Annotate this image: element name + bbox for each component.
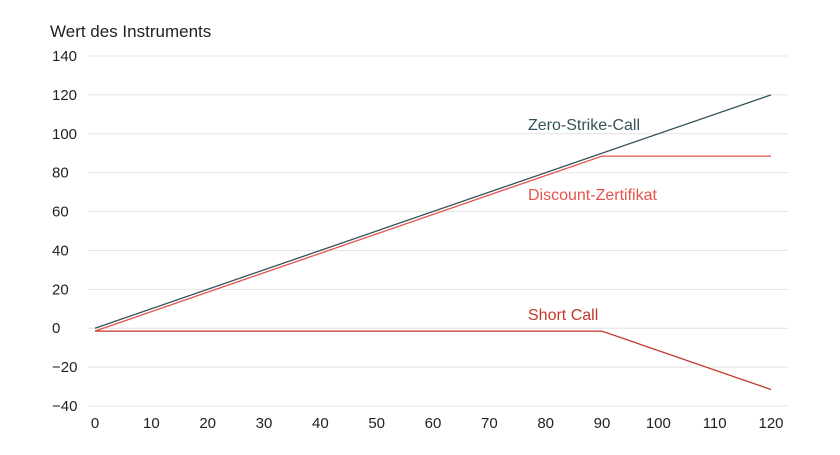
y-tick-label: 60 <box>52 204 69 221</box>
x-tick-label: 60 <box>425 415 442 432</box>
series-lines <box>94 94 772 391</box>
y-tick-label: 120 <box>52 87 77 104</box>
x-tick-label: 0 <box>91 415 99 432</box>
x-tick-label: 50 <box>368 415 385 432</box>
series-line-zero-strike-call <box>94 94 772 329</box>
series-label-discount-zertifikat: Discount-Zertifikat <box>528 187 657 204</box>
y-axis-ticks: 140 120 100 80 60 40 20 0 −20 −40 <box>52 48 77 415</box>
x-tick-label: 10 <box>143 415 160 432</box>
x-tick-label: 90 <box>594 415 611 432</box>
y-tick-label: 100 <box>52 126 77 143</box>
x-tick-label: 80 <box>537 415 554 432</box>
y-tick-label: −20 <box>52 359 77 376</box>
grid-lines <box>88 55 788 407</box>
x-tick-label: 20 <box>199 415 216 432</box>
y-tick-label: 140 <box>52 48 77 65</box>
series-label-short-call: Short Call <box>528 307 598 324</box>
x-tick-label: 70 <box>481 415 498 432</box>
y-axis-title: Wert des Instruments <box>50 22 211 41</box>
x-tick-label: 120 <box>758 415 783 432</box>
y-tick-label: 20 <box>52 281 69 298</box>
x-tick-label: 100 <box>646 415 671 432</box>
x-tick-label: 40 <box>312 415 329 432</box>
series-label-zero-strike-call: Zero-Strike-Call <box>528 117 640 134</box>
series-line-discount-zertifikat <box>94 155 771 332</box>
x-tick-label: 110 <box>703 415 727 432</box>
y-tick-label: −40 <box>52 398 77 415</box>
y-tick-label: 40 <box>52 242 69 259</box>
x-tick-label: 30 <box>256 415 273 432</box>
y-tick-label: 80 <box>52 165 69 182</box>
x-axis-ticks: 0 10 20 30 40 50 60 70 80 90 100 110 120 <box>91 415 784 432</box>
series-line-short-call <box>95 330 772 391</box>
y-tick-label: 0 <box>52 320 60 337</box>
series-labels: Zero-Strike-Call Discount-Zertifikat Short… <box>528 117 657 324</box>
